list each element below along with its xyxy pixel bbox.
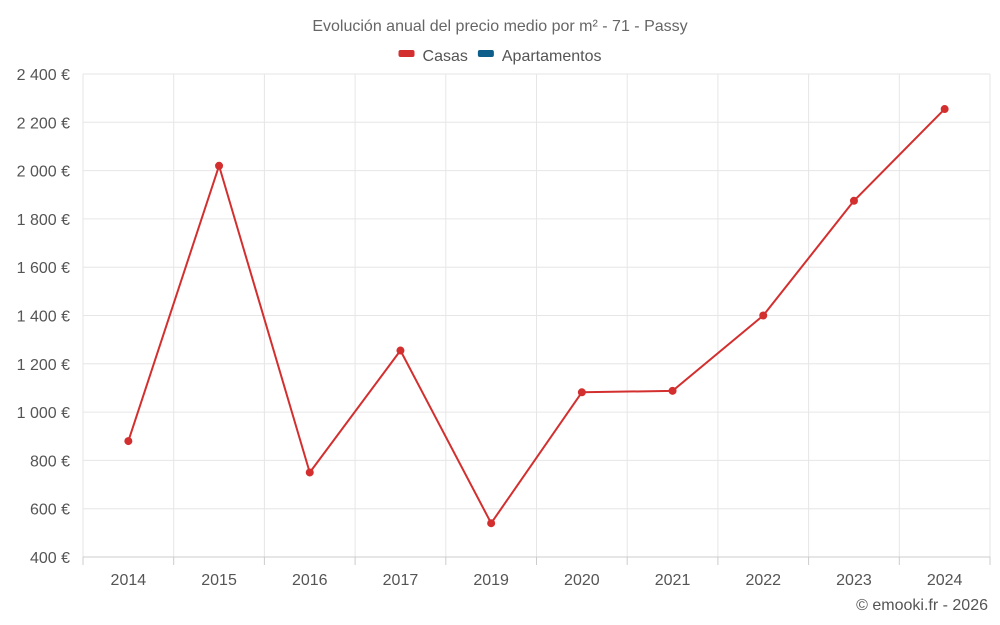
x-tick-label: 2019 <box>473 572 509 589</box>
data-point[interactable] <box>396 346 405 355</box>
data-point[interactable] <box>668 386 677 395</box>
legend-item-casas[interactable]: Casas <box>398 48 468 65</box>
credit-text: © emooki.fr - 2026 <box>856 597 988 614</box>
data-point[interactable] <box>215 161 224 170</box>
legend-label: Casas <box>423 48 468 65</box>
data-point[interactable] <box>124 437 133 446</box>
y-tick-label: 1 600 € <box>17 260 70 277</box>
axes: 400 € 600 € 800 € 1 000 € 1 200 € 1 400 € 1 60… <box>17 67 991 589</box>
x-tick-label: 2020 <box>564 572 600 589</box>
grid <box>82 73 991 557</box>
series-line-casas <box>127 108 946 525</box>
legend-swatch <box>477 50 494 57</box>
x-tick-label: 2015 <box>201 572 237 589</box>
y-tick-label: 800 € <box>30 453 70 470</box>
x-tick-label: 2014 <box>111 572 147 589</box>
y-tick-label: 2 200 € <box>17 115 70 132</box>
data-point[interactable] <box>305 468 314 477</box>
y-tick-label: 1 000 € <box>17 405 70 422</box>
y-tick-label: 2 400 € <box>17 67 70 84</box>
data-point[interactable] <box>849 196 858 205</box>
legend-swatch <box>398 50 415 57</box>
y-tick-label: 1 400 € <box>17 309 70 326</box>
x-tick-label: 2016 <box>292 572 328 589</box>
data-point[interactable] <box>577 388 586 397</box>
x-tick-label: 2021 <box>655 572 691 589</box>
x-tick-label: 2024 <box>927 572 963 589</box>
x-tick-label: 2023 <box>836 572 872 589</box>
y-tick-label: 2 000 € <box>17 164 70 181</box>
x-tick-label: 2022 <box>745 572 781 589</box>
legend-label: Apartamentos <box>502 48 602 65</box>
y-tick-label: 600 € <box>30 502 70 519</box>
data-point[interactable] <box>759 311 768 320</box>
y-tick-label: 400 € <box>30 550 70 567</box>
series-layer <box>124 105 949 528</box>
legend: Casas Apartamentos <box>398 48 602 65</box>
y-tick-label: 1 200 € <box>17 357 70 374</box>
chart-title: Evolución anual del precio medio por m² … <box>312 18 687 35</box>
x-tick-label: 2017 <box>383 572 419 589</box>
data-point[interactable] <box>940 105 949 114</box>
legend-item-apartamentos[interactable]: Apartamentos <box>477 48 602 65</box>
y-tick-label: 1 800 € <box>17 212 70 229</box>
data-point[interactable] <box>487 519 496 528</box>
